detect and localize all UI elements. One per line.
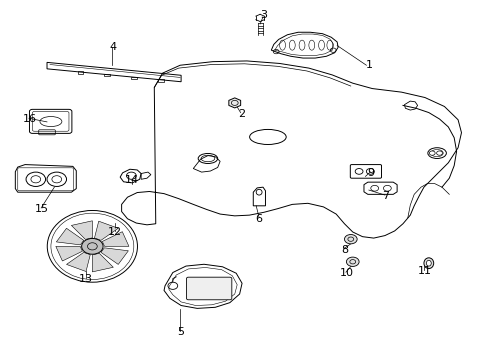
Polygon shape (228, 98, 240, 108)
Bar (158, 79, 163, 82)
Circle shape (344, 234, 356, 244)
Text: 13: 13 (79, 274, 93, 284)
Text: 4: 4 (109, 42, 116, 52)
Text: 14: 14 (125, 175, 139, 185)
Polygon shape (71, 221, 92, 239)
Bar (78, 71, 83, 74)
Bar (104, 74, 110, 76)
Text: 16: 16 (23, 114, 37, 124)
Polygon shape (94, 221, 118, 240)
Circle shape (81, 238, 103, 254)
Text: 12: 12 (108, 227, 122, 237)
Text: 10: 10 (339, 268, 353, 278)
Text: 9: 9 (367, 168, 374, 178)
Polygon shape (92, 253, 113, 272)
Text: 6: 6 (255, 215, 262, 224)
Text: 7: 7 (382, 191, 388, 201)
Polygon shape (56, 228, 83, 245)
Text: 5: 5 (177, 327, 184, 337)
Bar (131, 77, 137, 79)
Text: 3: 3 (260, 10, 267, 20)
Ellipse shape (423, 258, 433, 269)
Ellipse shape (426, 260, 430, 266)
Polygon shape (66, 252, 90, 271)
Polygon shape (102, 232, 129, 246)
Circle shape (428, 151, 434, 155)
Text: 1: 1 (365, 60, 371, 70)
Text: 11: 11 (417, 266, 431, 276)
Circle shape (346, 257, 358, 266)
Polygon shape (101, 248, 128, 264)
Text: 15: 15 (35, 204, 49, 214)
FancyBboxPatch shape (186, 277, 231, 300)
Polygon shape (56, 246, 82, 261)
Circle shape (436, 151, 442, 155)
Text: 2: 2 (238, 109, 245, 119)
Text: 8: 8 (340, 245, 347, 255)
